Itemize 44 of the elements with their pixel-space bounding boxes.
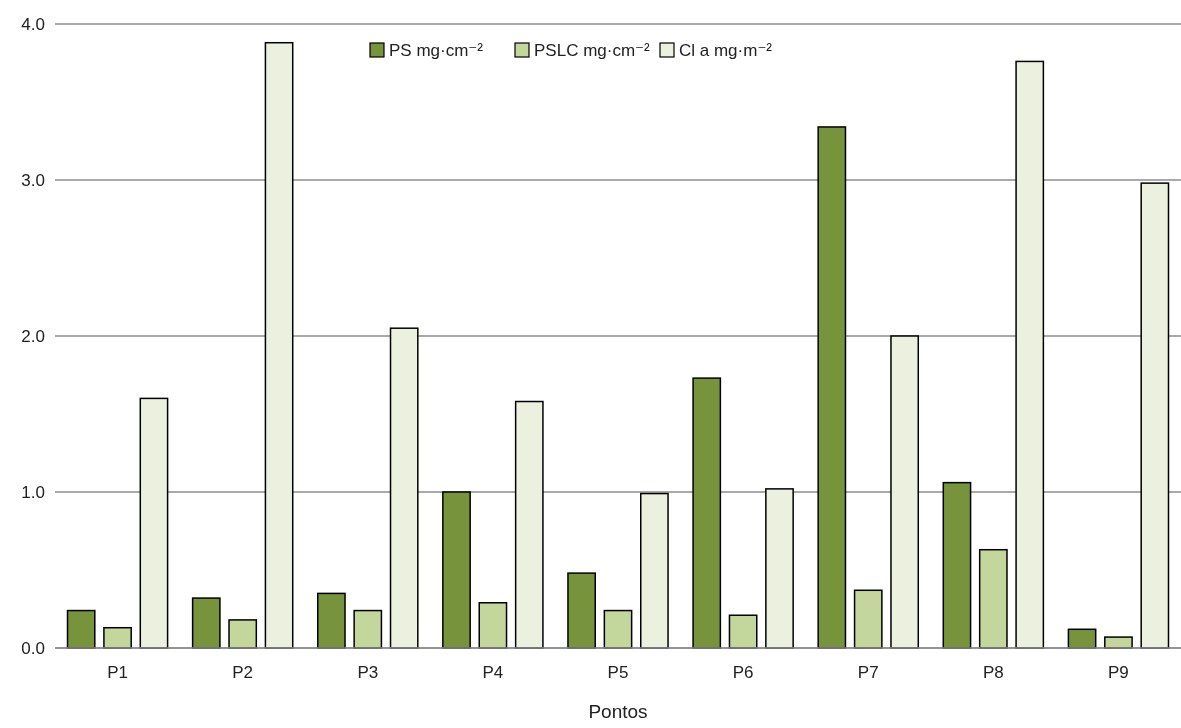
bar [264, 41, 294, 649]
bar [103, 626, 132, 649]
bar [389, 327, 419, 649]
y-tick-label: 1.0 [21, 482, 45, 502]
x-tick-label: P7 [857, 663, 879, 682]
bar [478, 602, 508, 649]
x-tick-label: P9 [1108, 663, 1129, 682]
bar [66, 609, 96, 649]
bar [353, 609, 383, 649]
bar [853, 589, 883, 649]
bar [978, 548, 1008, 649]
bar [514, 400, 544, 649]
bar [139, 397, 169, 649]
bar [692, 377, 722, 649]
bar [191, 597, 221, 649]
x-tick-label: P2 [232, 663, 254, 682]
bar [765, 488, 794, 649]
bar [640, 492, 669, 649]
x-tick-label: P3 [357, 663, 379, 682]
bar [442, 491, 471, 649]
x-tick-label: P5 [607, 663, 629, 682]
bar [228, 619, 258, 649]
bar [567, 572, 596, 649]
legend-label: PS mg·cm⁻² [389, 40, 484, 60]
bar [603, 609, 633, 649]
bar [1104, 636, 1133, 649]
bar [316, 592, 346, 649]
bar [817, 126, 847, 649]
bar [728, 614, 758, 649]
legend-label: PSLC mg·cm⁻² [534, 40, 651, 60]
x-tick-label: P6 [732, 663, 754, 682]
bar [1015, 60, 1045, 649]
x-tick-label: P4 [482, 663, 504, 682]
x-tick-label: P8 [982, 663, 1004, 682]
y-tick-label: 2.0 [21, 326, 45, 346]
y-tick-label: 0.0 [21, 638, 45, 658]
bar [942, 481, 972, 649]
y-tick-label: 3.0 [21, 170, 45, 190]
y-tick-label: 4.0 [21, 14, 45, 34]
x-tick-label: P1 [107, 663, 128, 682]
bar [890, 335, 920, 649]
bar [1140, 182, 1170, 649]
x-axis-title: Pontos [588, 701, 648, 722]
legend-label: Cl a mg·m⁻² [679, 40, 773, 60]
